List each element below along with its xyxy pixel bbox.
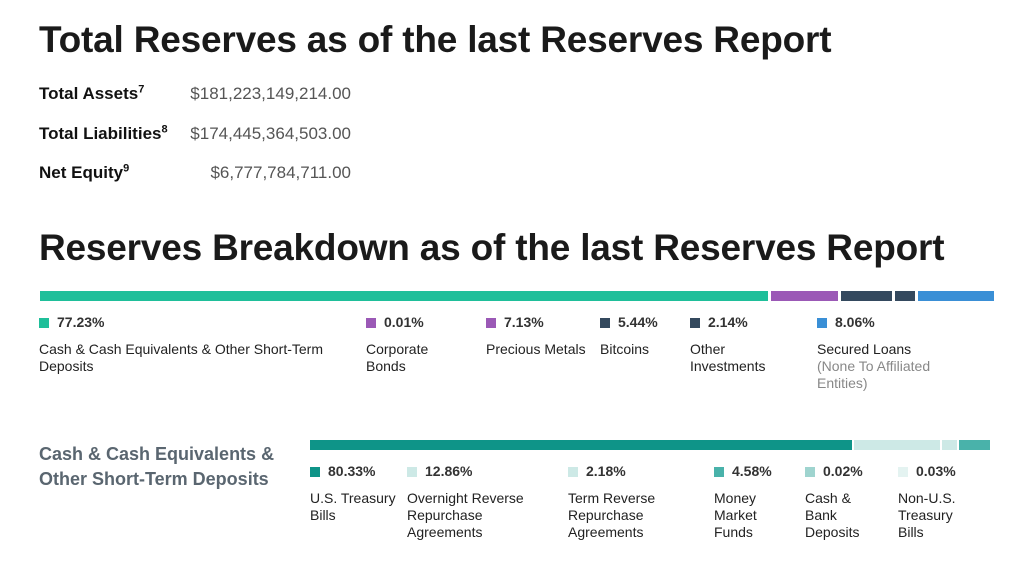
legend-percent: 0.02%: [805, 463, 885, 480]
legend-percent: 8.06%: [817, 314, 967, 331]
legend-item: 4.58% Money Market Funds: [714, 463, 794, 541]
legend-item: 0.03% Non-U.S. Treasury Bills: [898, 463, 978, 541]
bar-segment: [770, 291, 838, 301]
legend-item: 12.86% Overnight Reverse Repurchase Agree…: [407, 463, 557, 541]
legend-swatch: [366, 317, 376, 328]
legend-item: 5.44% Bitcoins: [600, 314, 680, 358]
legend-percent-text: 7.13%: [504, 314, 544, 330]
legend-percent: 2.18%: [568, 463, 698, 480]
legend-percent-text: 0.03%: [916, 463, 956, 479]
cash-breakdown-title: Cash & Cash Equivalents & Other Short-Te…: [39, 444, 275, 489]
summary-label: Net Equity9: [39, 162, 130, 182]
legend-swatch: [39, 317, 49, 328]
bar-segment: [853, 440, 941, 450]
legend-item: 0.01% Corporate Bonds: [366, 314, 466, 375]
legend-percent-text: 8.06%: [835, 314, 875, 330]
legend-percent-text: 2.14%: [708, 314, 748, 330]
legend-percent: 0.03%: [898, 463, 978, 480]
summary-label: Total Assets7: [39, 83, 145, 103]
legend-swatch: [805, 466, 815, 477]
legend-label: Cash & Cash Equivalents & Other Short-Te…: [39, 341, 324, 374]
summary-value: $174,445,364,503.00: [190, 124, 351, 143]
legend-percent-text: 0.02%: [823, 463, 863, 479]
legend-swatch: [486, 317, 496, 328]
legend-percent-text: 4.58%: [732, 463, 772, 479]
summary-label: Total Liabilities8: [39, 123, 168, 143]
legend-item: 2.18% Term Reverse Repurchase Agreements: [568, 463, 698, 541]
legend-swatch: [714, 466, 724, 477]
legend-percent: 7.13%: [486, 314, 586, 331]
legend-swatch: [568, 466, 578, 477]
legend-percent-text: 0.01%: [384, 314, 424, 330]
bar-segment: [40, 291, 768, 301]
legend-item: 8.06% Secured Loans (None To Affiliated En…: [817, 314, 967, 392]
legend-percent-text: 12.86%: [425, 463, 473, 479]
legend-swatch: [407, 466, 417, 477]
legend-percent-text: 80.33%: [328, 463, 376, 479]
summary-value: $181,223,149,214.00: [190, 84, 351, 103]
legend-swatch: [898, 466, 908, 477]
legend-swatch: [817, 317, 827, 328]
legend-label: Term Reverse Repurchase Agreements: [568, 490, 656, 540]
legend-percent-text: 77.23%: [57, 314, 105, 330]
legend-percent: 12.86%: [407, 463, 557, 480]
legend-percent-text: 5.44%: [618, 314, 658, 330]
legend-label: Bitcoins: [600, 341, 650, 357]
bar-segment: [918, 291, 994, 301]
bar-segment: [840, 291, 892, 301]
legend-percent: 5.44%: [600, 314, 680, 331]
legend-percent-text: 2.18%: [586, 463, 626, 479]
legend-label: Secured Loans: [817, 341, 912, 357]
legend-percent: 0.01%: [366, 314, 466, 331]
bar-segment: [959, 440, 990, 450]
legend-item: 2.14% Other Investments: [690, 314, 800, 375]
bar-segment: [894, 291, 916, 301]
legend-swatch: [690, 317, 700, 328]
legend-item: 80.33% U.S. Treasury Bills: [310, 463, 400, 524]
total-reserves-title: Total Reserves as of the last Reserves R…: [39, 19, 832, 60]
legend-label: U.S. Treasury Bills: [310, 490, 396, 523]
legend-label: Money Market Funds: [714, 490, 757, 540]
legend-swatch: [310, 466, 320, 477]
legend-percent: 80.33%: [310, 463, 400, 480]
legend-label: Non-U.S. Treasury Bills: [898, 490, 956, 540]
legend-item: 7.13% Precious Metals: [486, 314, 586, 358]
legend-label: Overnight Reverse Repurchase Agreements: [407, 490, 524, 540]
legend-swatch: [600, 317, 610, 328]
legend-percent: 2.14%: [690, 314, 800, 331]
legend-label: Cash & Bank Deposits: [805, 490, 860, 540]
legend-label: Precious Metals: [486, 341, 586, 357]
breakdown-title: Reserves Breakdown as of the last Reserv…: [39, 227, 945, 268]
legend-percent: 77.23%: [39, 314, 349, 331]
bar-segment: [942, 440, 958, 450]
legend-item: 0.02% Cash & Bank Deposits: [805, 463, 885, 541]
legend-label: Corporate Bonds: [366, 341, 429, 374]
legend-label: Other Investments: [690, 341, 766, 374]
summary-value: $6,777,784,711.00: [210, 163, 351, 182]
legend-percent: 4.58%: [714, 463, 794, 480]
legend-item: 77.23% Cash & Cash Equivalents & Other Sh…: [39, 314, 349, 375]
legend-note: (None To Affiliated Entities): [817, 358, 931, 391]
bar-segment: [310, 440, 852, 450]
